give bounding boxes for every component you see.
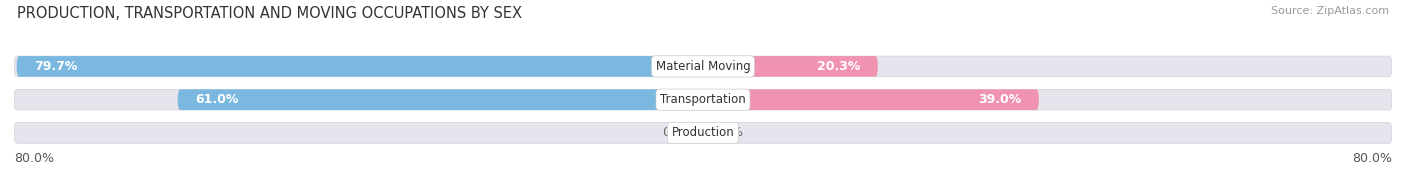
- Text: Production: Production: [672, 126, 734, 139]
- FancyBboxPatch shape: [703, 89, 1039, 110]
- FancyBboxPatch shape: [14, 123, 1392, 143]
- Text: 0.0%: 0.0%: [711, 126, 744, 139]
- Text: 39.0%: 39.0%: [979, 93, 1022, 106]
- Text: 0.0%: 0.0%: [662, 126, 695, 139]
- FancyBboxPatch shape: [14, 89, 1392, 110]
- FancyBboxPatch shape: [17, 56, 703, 77]
- Text: 80.0%: 80.0%: [1353, 152, 1392, 165]
- Text: Transportation: Transportation: [661, 93, 745, 106]
- Text: PRODUCTION, TRANSPORTATION AND MOVING OCCUPATIONS BY SEX: PRODUCTION, TRANSPORTATION AND MOVING OC…: [17, 6, 522, 21]
- Text: 20.3%: 20.3%: [817, 60, 860, 73]
- FancyBboxPatch shape: [177, 89, 703, 110]
- FancyBboxPatch shape: [14, 56, 1392, 77]
- Text: 61.0%: 61.0%: [195, 93, 238, 106]
- FancyBboxPatch shape: [703, 56, 877, 77]
- Text: 80.0%: 80.0%: [14, 152, 53, 165]
- Text: 79.7%: 79.7%: [34, 60, 77, 73]
- Text: Source: ZipAtlas.com: Source: ZipAtlas.com: [1271, 6, 1389, 16]
- Text: Material Moving: Material Moving: [655, 60, 751, 73]
